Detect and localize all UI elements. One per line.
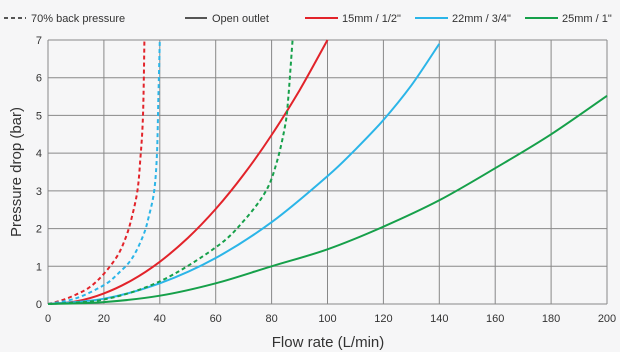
x-axis-ticks: 0 20 40 60 80 100 120 140 160 180 200	[45, 313, 616, 325]
y-axis-label: Pressure drop (bar)	[8, 107, 25, 237]
y-tick-label: 7	[36, 35, 42, 47]
x-tick-label: 140	[430, 313, 448, 325]
y-tick-label: 2	[36, 224, 42, 236]
x-tick-label: 80	[265, 313, 277, 325]
y-tick-label: 6	[36, 73, 42, 85]
y-tick-label: 0	[36, 299, 42, 311]
x-tick-label: 160	[486, 313, 504, 325]
x-tick-label: 20	[98, 313, 110, 325]
x-axis-label: Flow rate (L/min)	[272, 334, 385, 351]
series-line-25mm-1-open-outlet	[47, 94, 608, 305]
y-tick-label: 5	[36, 110, 42, 122]
series-line-15mm-1-2-open-outlet	[47, 39, 329, 305]
series-line-25mm-1-back-pressure	[47, 39, 294, 305]
y-tick-label: 1	[36, 261, 42, 273]
x-tick-label: 180	[542, 313, 560, 325]
series-line-22mm-3-4-back-pressure	[47, 39, 161, 305]
series-lines	[47, 39, 608, 305]
y-tick-label: 3	[36, 186, 42, 198]
legend-label: 25mm / 1"	[562, 13, 612, 25]
grid	[47, 39, 608, 305]
x-tick-label: 60	[210, 313, 222, 325]
legend-label: 70% back pressure	[31, 13, 125, 25]
legend-label: 22mm / 3/4"	[452, 13, 511, 25]
series-line-15mm-1-2-back-pressure	[47, 39, 146, 305]
legend-label: 15mm / 1/2"	[342, 13, 401, 25]
legend-label: Open outlet	[212, 13, 269, 25]
x-tick-label: 40	[154, 313, 166, 325]
x-tick-label: 200	[598, 313, 616, 325]
x-tick-label: 0	[45, 313, 51, 325]
x-tick-label: 120	[374, 313, 392, 325]
y-tick-label: 4	[36, 148, 42, 160]
y-axis-ticks: 0 1 2 3 4 5 6 7	[36, 35, 42, 311]
legend: 70% back pressure Open outlet 15mm / 1/2" 2…	[4, 13, 612, 25]
x-tick-label: 100	[318, 313, 336, 325]
